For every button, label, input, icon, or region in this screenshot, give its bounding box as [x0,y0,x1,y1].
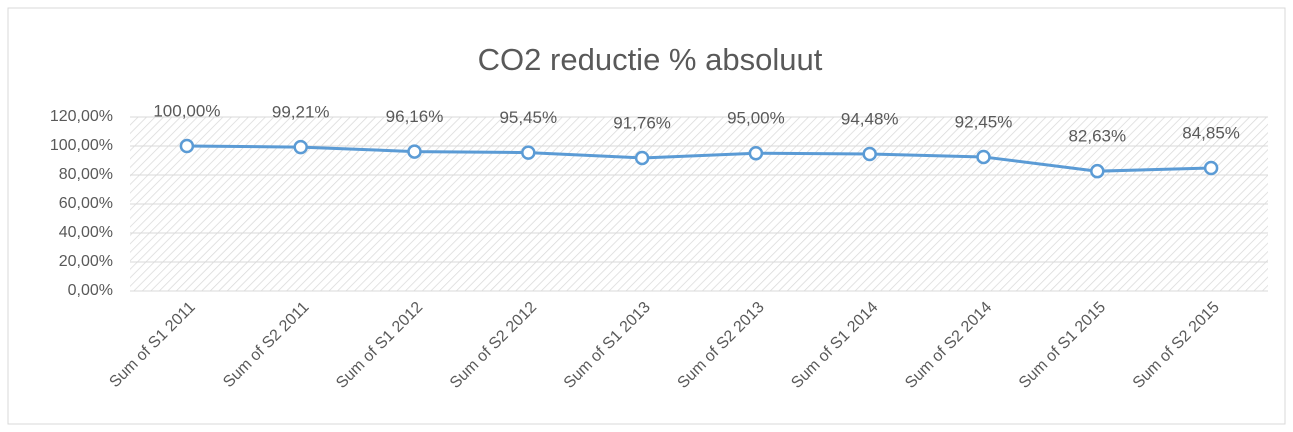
y-tick-label: 60,00% [59,195,113,212]
data-label: 84,85% [1182,123,1240,142]
marker [1203,160,1219,176]
y-tick-label: 40,00% [59,224,113,241]
data-label: 95,45% [499,108,557,127]
marker [862,146,877,162]
y-tick-label: 100,00% [50,137,113,154]
data-label: 92,45% [955,112,1013,131]
data-label: 96,16% [386,107,444,126]
marker [1090,163,1105,179]
marker [634,150,650,166]
marker [407,144,422,159]
marker [179,138,195,154]
y-tick-label: 20,00% [59,253,113,270]
y-tick-label: 80,00% [59,166,113,183]
data-label: 99,21% [272,103,330,122]
data-label: 94,48% [841,109,899,128]
y-tick-label: 0,00% [68,282,113,299]
data-label: 95,00% [727,109,785,128]
data-label: 100,00% [153,101,220,120]
chart-title: CO2 reductie % absoluut [478,42,823,77]
marker [293,139,308,155]
line [186,144,1212,173]
data-label: 91,76% [613,113,671,132]
marker [521,145,536,160]
marker [748,146,764,161]
data-label: 82,63% [1068,127,1126,146]
y-tick-label: 120,00% [50,108,113,125]
marker [976,149,991,165]
